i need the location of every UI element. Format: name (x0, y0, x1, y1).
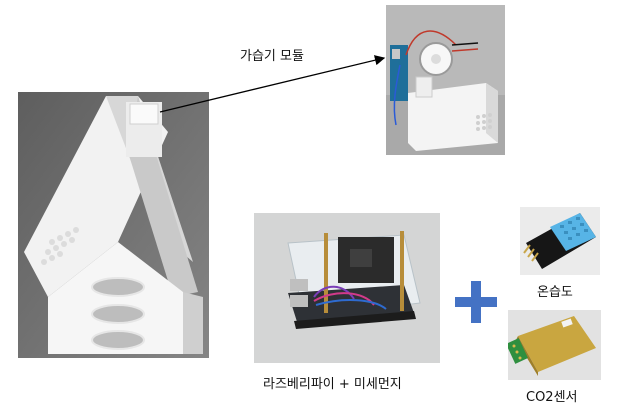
house-enclosure-photo (18, 92, 209, 358)
co2-sensor-label: CO2센서 (526, 390, 578, 405)
temperature-humidity-sensor-photo (520, 207, 600, 275)
humidifier-module-photo (386, 5, 505, 155)
humidifier-module-label: 가습기 모듈 (240, 49, 304, 64)
temperature-humidity-label: 온습도 (537, 285, 573, 300)
co2-sensor-photo (508, 310, 601, 380)
plus-icon (455, 281, 497, 323)
raspberry-pi-dust-label: 라즈베리파이 + 미세먼지 (263, 377, 402, 392)
raspberry-pi-dust-sensor-photo (254, 213, 440, 363)
